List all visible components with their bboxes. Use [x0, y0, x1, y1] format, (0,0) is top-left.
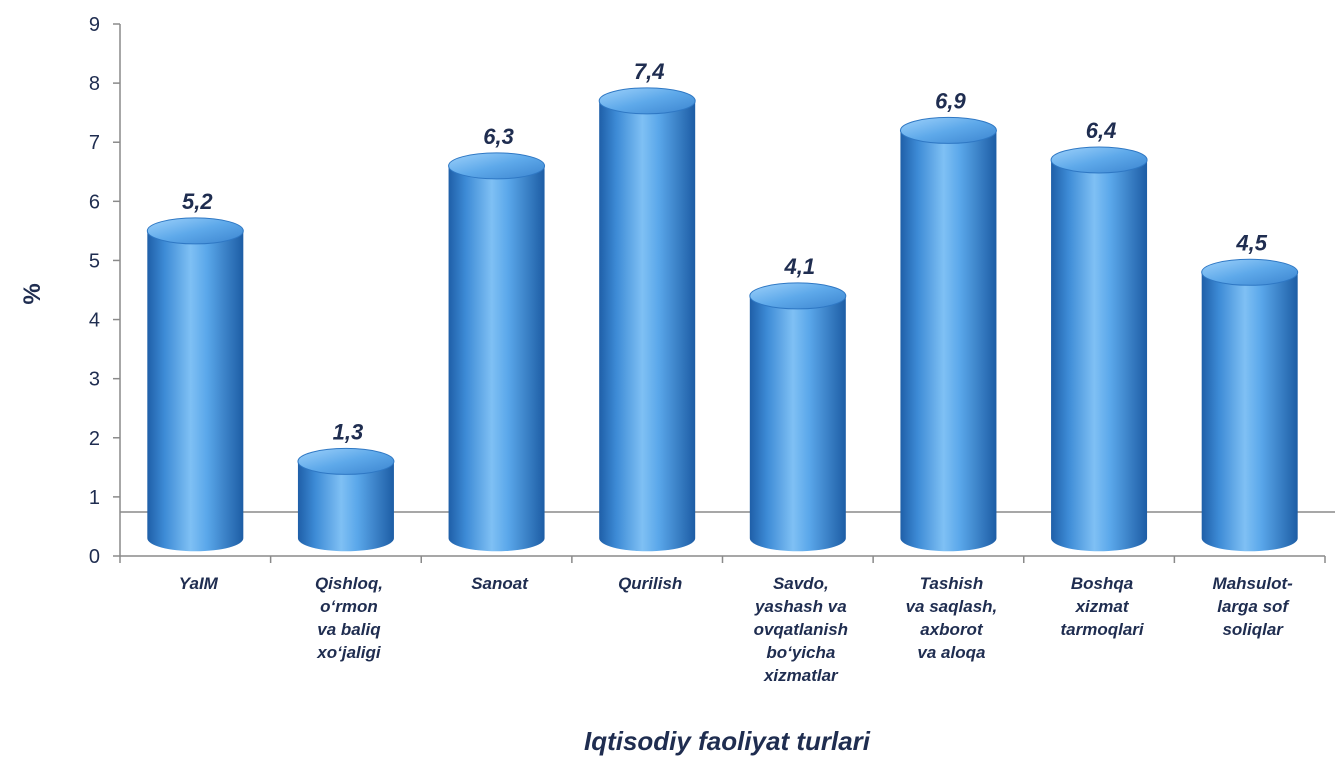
bar-body	[1051, 159, 1148, 552]
x-tick-label-line: Qishloq,	[315, 574, 383, 593]
y-tick-label: 5	[89, 250, 100, 272]
y-tick-label: 7	[89, 132, 100, 154]
y-tick-label: 9	[89, 14, 100, 36]
x-tick-label-line: va saqlash,	[906, 597, 998, 616]
y-axis-title: %	[19, 283, 46, 304]
y-tick-label: 4	[89, 310, 100, 332]
bar-top	[598, 87, 696, 115]
bar	[749, 282, 847, 552]
y-tick-label: 0	[89, 546, 100, 568]
x-tick-label-line: Savdo,	[773, 574, 829, 593]
bar	[297, 447, 395, 552]
bar-top	[899, 116, 997, 144]
x-tick-label-line: YaIM	[179, 574, 219, 593]
x-tick-label: Savdo, yashash va ovqatlanish bo‘yicha xizma…	[754, 574, 848, 685]
bar-top	[448, 152, 546, 180]
data-label: 4,5	[1235, 230, 1267, 255]
y-tick-label: 1	[89, 487, 100, 509]
data-label: 7,4	[634, 59, 665, 84]
bar-top	[1050, 146, 1148, 174]
x-tick-label: Boshqa xizmat tarmoqlari	[1060, 574, 1144, 639]
bar	[598, 87, 696, 552]
x-tick-label: Qurilish	[618, 574, 682, 593]
data-label: 6,9	[935, 88, 966, 113]
x-tick-label-line: ovqatlanish	[754, 620, 848, 639]
bar-top	[749, 282, 847, 310]
x-tick-label-line: xo‘jaligi	[316, 643, 382, 662]
x-tick-label: Qishloq, o‘rmon va baliq xo‘jaligi	[315, 574, 383, 662]
x-tick-label-line: Boshqa	[1071, 574, 1133, 593]
bar-body	[749, 295, 846, 552]
axes: 0 1 2 3 4 5 6 7 8 9	[89, 14, 1335, 568]
bar-top	[146, 217, 244, 245]
x-tick-label-line: larga sof	[1217, 597, 1290, 616]
x-tick-label-line: Tashish	[920, 574, 984, 593]
x-tick-label-line: va baliq	[317, 620, 381, 639]
bar-body	[599, 100, 696, 552]
x-tick-label-line: tarmoqlari	[1060, 620, 1144, 639]
data-label: 4,1	[784, 254, 816, 279]
bar-body	[448, 165, 545, 552]
bar-body	[297, 461, 394, 552]
labels: 5,2 YaIM 1,3 Qishloq, o‘rmon va baliq xo‘jalig…	[179, 59, 1293, 685]
x-tick-label-line: Qurilish	[618, 574, 682, 593]
data-label: 6,3	[483, 124, 514, 149]
bar	[1050, 146, 1148, 552]
data-label: 1,3	[333, 419, 364, 444]
x-tick-label: Mahsulot-larga sof soliqlar	[1213, 574, 1294, 639]
x-tick-label: Sanoat	[471, 574, 529, 593]
bar-body	[1201, 272, 1298, 552]
x-tick-label-line: va aloqa	[917, 643, 985, 662]
x-tick-label-line: xizmat	[1075, 597, 1130, 616]
x-tick-label-line: soliqlar	[1222, 620, 1284, 639]
x-tick-label: YaIM	[179, 574, 219, 593]
y-tick-label: 3	[89, 369, 100, 391]
x-tick-label-line: xizmatlar	[763, 666, 839, 685]
bar-body	[900, 130, 997, 552]
bar	[146, 217, 244, 552]
y-tick-label: 8	[89, 73, 100, 95]
bar	[1201, 258, 1299, 552]
data-label: 5,2	[182, 189, 213, 214]
x-tick-label-line: Mahsulot-	[1213, 574, 1294, 593]
y-tick-label: 6	[89, 191, 100, 213]
x-axis-title: Iqtisodiy faoliyat turlari	[584, 726, 871, 756]
bar-top	[1201, 258, 1299, 286]
data-label: 6,4	[1086, 118, 1117, 143]
x-tick-label: Tashish va saqlash, axborot va aloqa	[906, 574, 998, 662]
bar	[899, 116, 997, 552]
bar-body	[147, 230, 244, 552]
x-tick-label-line: bo‘yicha	[766, 643, 835, 662]
bar-top	[297, 447, 395, 475]
bars	[146, 87, 1299, 552]
x-tick-label-line: Sanoat	[471, 574, 529, 593]
x-tick-label-line: axborot	[920, 620, 984, 639]
x-tick-label-line: o‘rmon	[320, 597, 378, 616]
x-tick-label-line: yashash va	[754, 597, 847, 616]
y-tick-label: 2	[89, 428, 100, 450]
bar	[448, 152, 546, 552]
